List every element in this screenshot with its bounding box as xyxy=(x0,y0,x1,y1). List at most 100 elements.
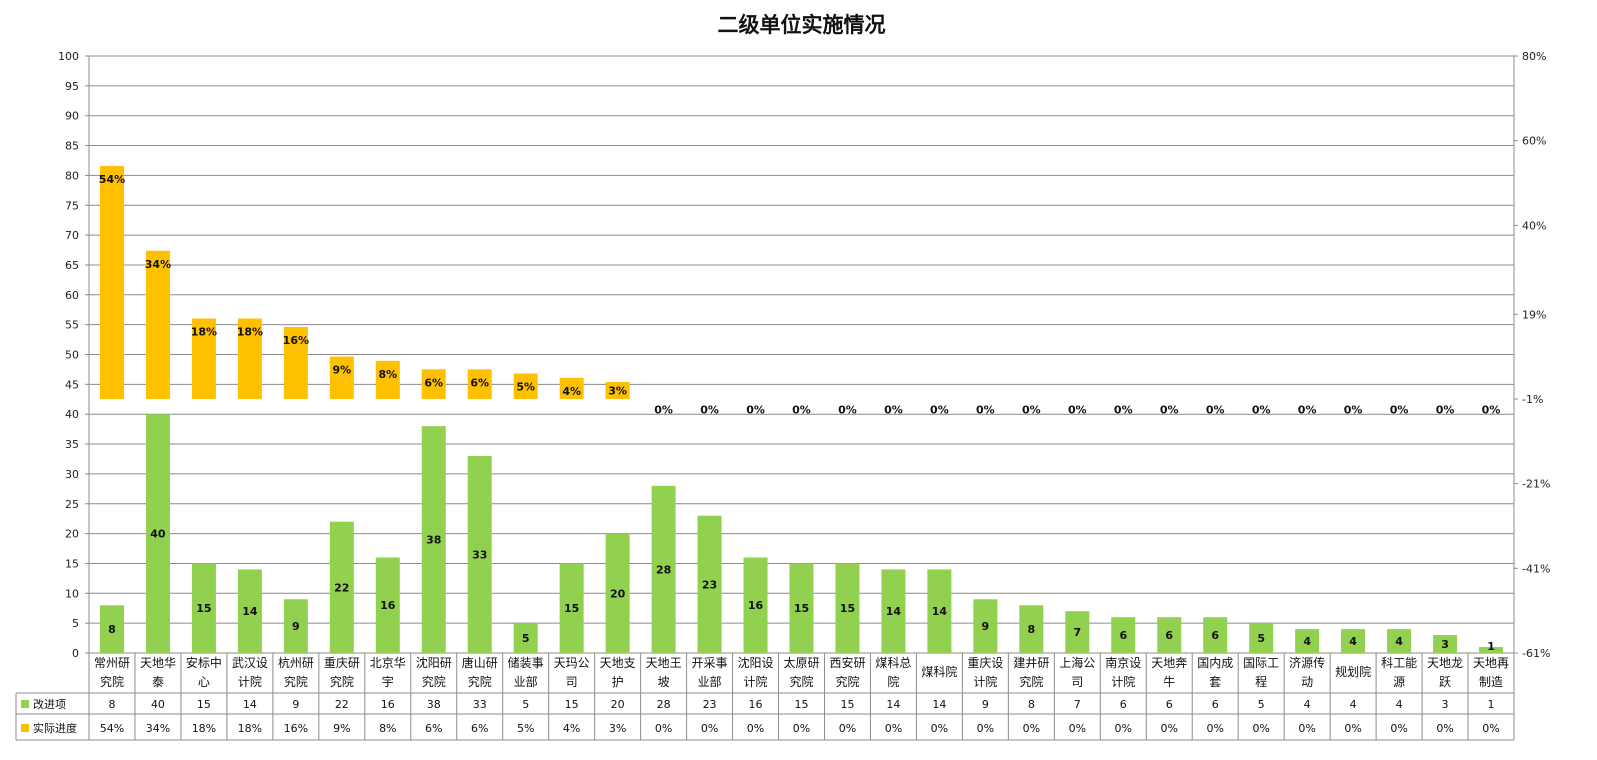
table-cell-improvement: 3 xyxy=(1442,698,1449,711)
category-label: 究院 xyxy=(789,674,813,689)
orange-bar-label: 0% xyxy=(884,404,903,417)
green-bar-label: 15 xyxy=(564,602,579,615)
orange-bar xyxy=(145,250,170,399)
orange-bar-label: 0% xyxy=(1022,404,1041,417)
category-label: 煤科院 xyxy=(921,665,957,679)
table-cell-progress: 0% xyxy=(1436,722,1453,735)
category-label: 程 xyxy=(1255,674,1267,689)
y-left-tick-label: 65 xyxy=(65,259,79,272)
category-label: 宇 xyxy=(382,675,394,689)
table-cell-improvement: 6 xyxy=(1166,698,1173,711)
table-cell-improvement: 9 xyxy=(292,698,299,711)
table-cell-improvement: 20 xyxy=(611,698,625,711)
table-cell-progress: 0% xyxy=(747,722,764,735)
green-bar xyxy=(881,569,906,653)
green-bar-label: 15 xyxy=(840,602,855,615)
green-bar xyxy=(191,563,216,653)
category-label: 安标中 xyxy=(186,655,222,670)
table-cell-improvement: 23 xyxy=(703,698,717,711)
green-bar-label: 3 xyxy=(1441,638,1449,651)
y-left-tick-label: 20 xyxy=(65,528,79,541)
green-bar-label: 9 xyxy=(292,620,300,633)
table-cell-improvement: 15 xyxy=(197,698,211,711)
green-bar-label: 16 xyxy=(748,599,764,612)
green-bar xyxy=(1157,617,1182,653)
category-label: 科工能 xyxy=(1381,656,1417,670)
green-bar-label: 7 xyxy=(1073,626,1081,639)
y-left-tick-label: 35 xyxy=(65,438,79,451)
table-cell-improvement: 40 xyxy=(151,698,165,711)
category-label: 济源传 xyxy=(1289,655,1325,670)
table-cell-progress: 0% xyxy=(1069,722,1086,735)
orange-bar-label: 0% xyxy=(746,404,765,417)
table-cell-progress: 0% xyxy=(1482,722,1499,735)
green-bar xyxy=(559,563,584,653)
orange-bar-label: 0% xyxy=(1206,404,1225,417)
y-right-tick-label: 80% xyxy=(1522,50,1546,63)
table-cell-progress: 6% xyxy=(471,722,488,735)
orange-bar-label: 9% xyxy=(332,364,351,377)
table-cell-improvement: 6 xyxy=(1120,698,1127,711)
green-bar-label: 33 xyxy=(472,548,487,561)
table-cell-improvement: 5 xyxy=(1258,698,1265,711)
orange-bar xyxy=(375,360,400,399)
category-label: 沈阳设 xyxy=(738,655,774,670)
category-label: 究院 xyxy=(468,674,492,689)
table-cell-progress: 0% xyxy=(1206,722,1223,735)
green-bar-label: 15 xyxy=(196,602,211,615)
orange-bar-label: 18% xyxy=(191,326,217,339)
orange-bar xyxy=(283,326,308,399)
green-bar-label: 8 xyxy=(108,623,116,636)
table-cell-progress: 0% xyxy=(1344,722,1361,735)
y-left-tick-label: 80 xyxy=(65,169,79,182)
green-bar-label: 6 xyxy=(1165,629,1173,642)
category-label: 上海公 xyxy=(1059,655,1095,670)
category-label: 武汉设 xyxy=(232,656,268,670)
green-bar-label: 22 xyxy=(334,581,349,594)
table-cell-improvement: 5 xyxy=(522,698,529,711)
category-label: 沈阳研 xyxy=(416,655,452,670)
green-bar-label: 5 xyxy=(1257,632,1265,645)
y-left-tick-label: 85 xyxy=(65,140,79,153)
category-label: 护 xyxy=(612,675,624,689)
orange-bar-label: 0% xyxy=(1160,404,1179,417)
category-label: 天地支 xyxy=(600,656,636,670)
green-bar xyxy=(1295,629,1320,653)
table-cell-improvement: 28 xyxy=(657,698,671,711)
orange-bar-label: 4% xyxy=(562,385,581,398)
green-bar xyxy=(973,599,998,653)
green-bar xyxy=(329,521,354,653)
table-cell-improvement: 33 xyxy=(473,698,487,711)
green-bar-label: 14 xyxy=(886,605,902,618)
green-bar xyxy=(467,455,492,653)
table-cell-improvement: 15 xyxy=(565,698,579,711)
category-label: 计院 xyxy=(238,675,262,689)
table-cell-progress: 0% xyxy=(701,722,718,735)
category-label: 北京华 xyxy=(370,656,406,670)
table-cell-progress: 0% xyxy=(1115,722,1132,735)
table-cell-improvement: 8 xyxy=(108,698,115,711)
table-cell-improvement: 16 xyxy=(381,698,395,711)
orange-bar-label: 0% xyxy=(1344,404,1363,417)
category-label: 计院 xyxy=(973,675,997,689)
y-left-tick-label: 40 xyxy=(65,408,79,421)
table-cell-improvement: 16 xyxy=(749,698,763,711)
table-cell-progress: 18% xyxy=(238,722,262,735)
green-bar-label: 4 xyxy=(1349,635,1357,648)
orange-bar-label: 0% xyxy=(1252,404,1271,417)
green-bar xyxy=(99,605,124,653)
table-cell-improvement: 15 xyxy=(840,698,854,711)
category-label: 国际工 xyxy=(1243,656,1279,670)
category-label: 司 xyxy=(566,675,578,689)
orange-bar-label: 6% xyxy=(424,376,443,389)
y-left-tick-label: 75 xyxy=(65,199,79,212)
table-cell-progress: 6% xyxy=(425,722,442,735)
orange-bar-label: 0% xyxy=(1298,404,1317,417)
y-left-tick-label: 55 xyxy=(65,319,79,332)
green-bar-label: 4 xyxy=(1303,635,1311,648)
category-label: 天地奔 xyxy=(1151,656,1187,670)
orange-bar-label: 18% xyxy=(237,326,263,339)
category-label: 杭州研 xyxy=(278,655,314,670)
table-cell-progress: 4% xyxy=(563,722,580,735)
